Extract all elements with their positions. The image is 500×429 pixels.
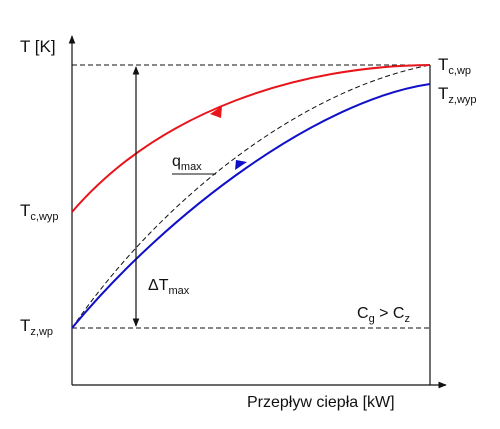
- x-axis-label: Przepływ ciepła [kW]: [247, 394, 395, 411]
- t-z-wp-label: Tz,wp: [20, 316, 53, 338]
- hot-stream-curve: [71, 64, 431, 213]
- capacity-condition-label: Cg > Cz: [357, 305, 410, 325]
- cold-stream-arrow: [235, 160, 247, 170]
- y-axis-label: T [K]: [20, 37, 56, 56]
- q-max-label: qmax: [172, 153, 202, 173]
- hot-stream-arrow: [210, 106, 222, 118]
- t-z-wyp-label: Tz,wyp: [438, 84, 477, 106]
- t-c-wp-label: Tc,wp: [438, 55, 471, 77]
- ideal-cold-curve: [71, 64, 431, 329]
- delta-t-max-label: ΔTmax: [148, 277, 190, 297]
- t-c-wyp-label: Tc,wyp: [20, 201, 59, 223]
- cold-stream-curve: [71, 83, 431, 329]
